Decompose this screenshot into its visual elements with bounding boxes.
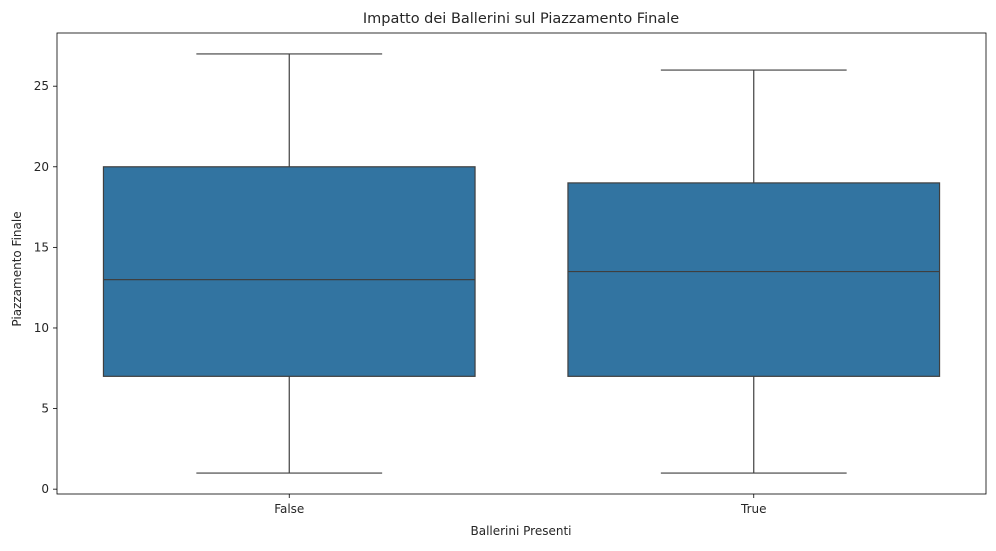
y-tick-label: 10 — [34, 321, 49, 335]
y-tick-label: 5 — [41, 402, 49, 416]
box-iqr — [567, 182, 941, 377]
box-group-true — [567, 69, 941, 474]
axes-layer: 0 5 10 15 20 25 False True — [34, 32, 987, 516]
x-tick-label: False — [274, 502, 304, 516]
y-tick-label: 15 — [34, 240, 49, 254]
y-tick-label: 20 — [34, 160, 49, 174]
boxes-layer — [102, 53, 941, 474]
box-iqr — [102, 166, 476, 377]
plot-frame — [56, 32, 987, 495]
x-axis-label: Ballerini Presenti — [470, 524, 571, 538]
x-tick-label: True — [740, 502, 767, 516]
chart-title: Impatto dei Ballerini sul Piazzamento Fi… — [363, 11, 679, 27]
y-axis-label: Piazzamento Finale — [10, 211, 24, 326]
box-group-false — [102, 53, 476, 474]
y-tick-label: 0 — [41, 482, 49, 496]
y-tick-label: 25 — [34, 79, 49, 93]
